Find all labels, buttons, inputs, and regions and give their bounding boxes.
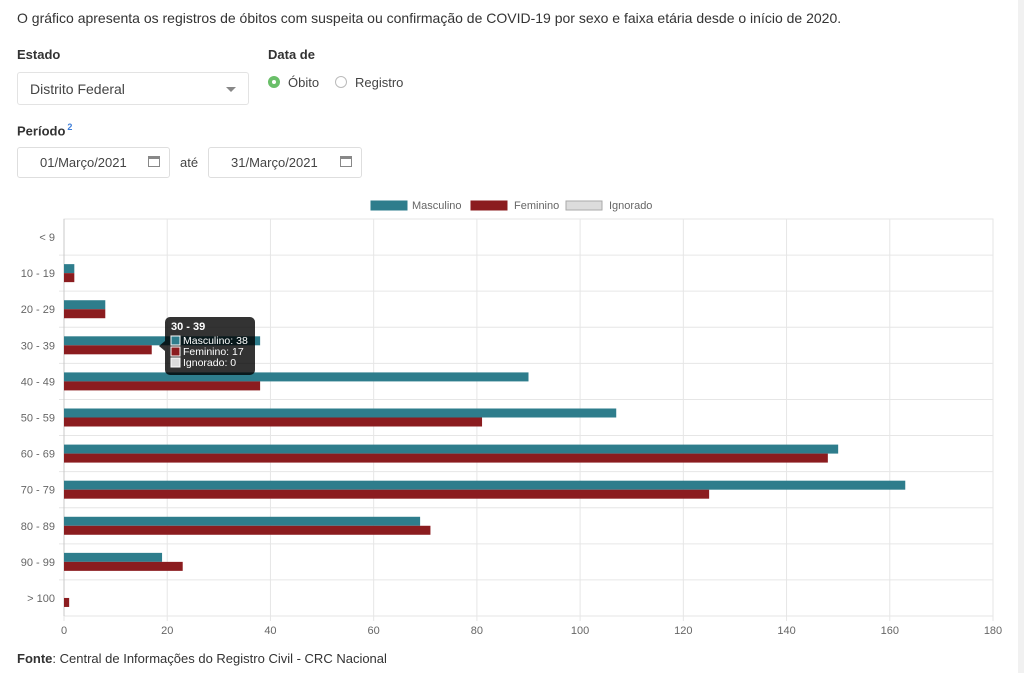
radio-registro[interactable]: Registro — [335, 73, 403, 91]
legend-swatch-masculino — [370, 200, 408, 211]
source-label: Fonte — [17, 651, 53, 666]
x-axis-labels: 0 20 40 60 80 100 120 140 160 180 — [61, 625, 1002, 637]
bar-feminino — [64, 417, 483, 427]
x-tick-label: 180 — [984, 625, 1002, 637]
legend-label-feminino: Feminino — [514, 200, 559, 212]
x-tick-label: 160 — [881, 625, 899, 637]
y-tick-label: 40 - 49 — [21, 376, 55, 388]
bar-feminino — [64, 381, 261, 391]
chart-legend: Masculino Feminino Ignorado — [370, 200, 652, 212]
bar-masculino — [64, 480, 906, 490]
legend-swatch-ignorado — [565, 200, 603, 211]
x-tick-label: 0 — [61, 625, 67, 637]
date-to-value: 31/Março/2021 — [231, 155, 318, 170]
x-tick-label: 140 — [777, 625, 795, 637]
bar-masculino — [64, 552, 163, 562]
chevron-down-icon — [226, 87, 236, 92]
legend-swatch-feminino — [470, 200, 508, 211]
tooltip-box — [165, 317, 255, 375]
date-until-label: até — [180, 155, 199, 170]
x-tick-label: 100 — [571, 625, 589, 637]
x-tick-label: 20 — [161, 625, 173, 637]
y-tick-label: 90 - 99 — [21, 557, 55, 569]
y-tick-label: < 9 — [39, 232, 55, 244]
tooltip-line: Feminino: 17 — [183, 346, 244, 358]
legend-label-ignorado: Ignorado — [609, 200, 652, 212]
tooltip-swatch — [170, 335, 181, 346]
bar-feminino — [64, 525, 431, 535]
data-de-label: Data de — [268, 47, 315, 62]
bar-feminino — [64, 309, 106, 319]
y-axis-labels: < 9 10 - 19 20 - 29 30 - 39 40 - 49 50 - 59 60… — [21, 232, 55, 605]
x-tick-label: 40 — [264, 625, 276, 637]
chart-description: O gráfico apresenta os registros de óbit… — [17, 10, 842, 26]
bar-feminino — [64, 561, 183, 571]
source-note: Fonte: Central de Informações do Registr… — [17, 651, 387, 666]
calendar-icon[interactable] — [340, 156, 352, 167]
bar-chart: Masculino Feminino Ignorado < 9 10 - 19 20 -… — [21, 200, 1002, 637]
periodo-footnote-link[interactable]: 2 — [67, 122, 73, 132]
estado-select[interactable]: Distrito Federal — [17, 72, 249, 105]
x-tick-label: 120 — [674, 625, 692, 637]
estado-select-value: Distrito Federal — [30, 81, 125, 97]
bar-masculino — [64, 408, 617, 418]
source-text: : Central de Informações do Registro Civ… — [52, 651, 387, 666]
tooltip-pointer — [159, 341, 165, 351]
date-from-input[interactable]: 01/Março/2021 — [17, 147, 170, 178]
bar-masculino — [64, 444, 839, 454]
chart-bars — [64, 264, 906, 607]
radio-checked-icon — [268, 76, 280, 88]
radio-unchecked-icon — [335, 76, 347, 88]
tooltip-title: 30 - 39 — [171, 321, 205, 333]
legend-label-masculino: Masculino — [412, 200, 462, 212]
x-tick-label: 60 — [368, 625, 380, 637]
bar-feminino — [64, 273, 75, 283]
radio-obito-label: Óbito — [288, 74, 320, 90]
radio-obito[interactable]: Óbito — [268, 73, 319, 91]
date-to-input[interactable]: 31/Março/2021 — [208, 147, 362, 178]
bar-masculino — [64, 516, 421, 526]
scrollbar[interactable] — [1018, 0, 1024, 673]
y-tick-label: 70 - 79 — [21, 485, 55, 497]
y-tick-label: > 100 — [27, 593, 55, 605]
tooltip-swatch — [170, 346, 181, 357]
y-tick-label: 80 - 89 — [21, 521, 55, 533]
bar-masculino — [64, 336, 261, 346]
tooltip-swatch — [170, 357, 181, 368]
bar-masculino — [64, 264, 75, 274]
bar-feminino — [64, 345, 152, 355]
tooltip-line: Masculino: 38 — [183, 335, 248, 347]
date-from-value: 01/Março/2021 — [40, 155, 127, 170]
bar-feminino — [64, 453, 828, 463]
radio-registro-label: Registro — [355, 74, 404, 90]
estado-label: Estado — [17, 47, 61, 62]
bar-masculino — [64, 372, 529, 382]
y-tick-label: 50 - 59 — [21, 413, 55, 425]
bar-feminino — [64, 489, 710, 499]
periodo-label-text: Período — [17, 123, 66, 139]
calendar-icon[interactable] — [148, 156, 160, 167]
bar-masculino — [64, 300, 106, 310]
y-tick-label: 20 - 29 — [21, 304, 55, 316]
y-tick-label: 10 - 19 — [21, 268, 55, 280]
x-tick-label: 80 — [471, 625, 483, 637]
y-tick-label: 60 - 69 — [21, 449, 55, 461]
bar-feminino — [64, 597, 70, 607]
tooltip-line: Ignorado: 0 — [183, 357, 236, 369]
y-tick-label: 30 - 39 — [21, 340, 55, 352]
periodo-label: Período 2 — [17, 122, 72, 138]
